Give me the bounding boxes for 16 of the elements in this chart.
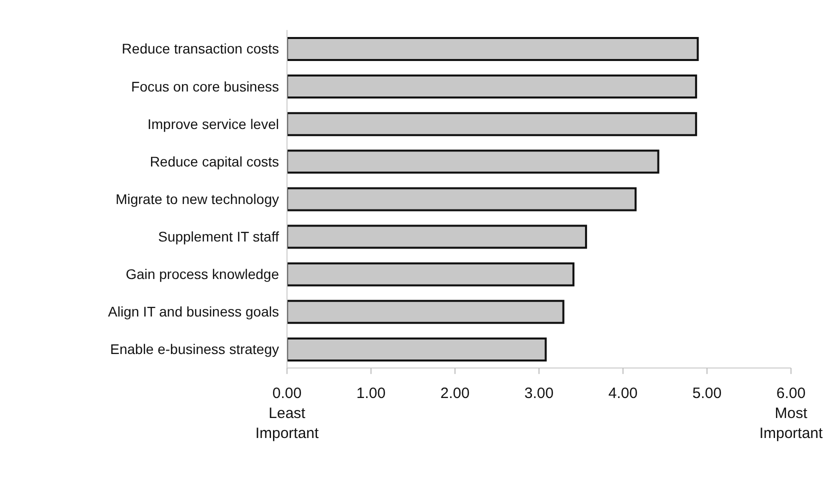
x-tick-label: 2.00 [440, 385, 470, 402]
y-tick-label: Enable e-business strategy [110, 341, 279, 358]
x-tick-label: 5.00 [692, 385, 722, 402]
y-tick-label: Improve service level [148, 116, 279, 132]
x-tick-label: 6.00 Most Important [759, 385, 824, 442]
y-tick-label: Migrate to new technology [116, 190, 279, 207]
x-tick-label: 4.00 [608, 385, 638, 402]
x-tick-label: 0.00 Least Important [255, 385, 320, 442]
x-tick-label: 3.00 [524, 385, 554, 402]
y-tick-label: Supplement IT staff [158, 228, 280, 245]
x-tick-label: 1.00 [356, 385, 386, 402]
y-tick-label: Align IT and business goals [108, 304, 279, 320]
y-tick-label: Reduce capital costs [150, 153, 279, 170]
y-tick-label: Focus on core business [131, 78, 279, 94]
y-tick-label: Gain process knowledge [126, 266, 280, 282]
y-tick-label: Reduce transaction costs [122, 40, 279, 57]
